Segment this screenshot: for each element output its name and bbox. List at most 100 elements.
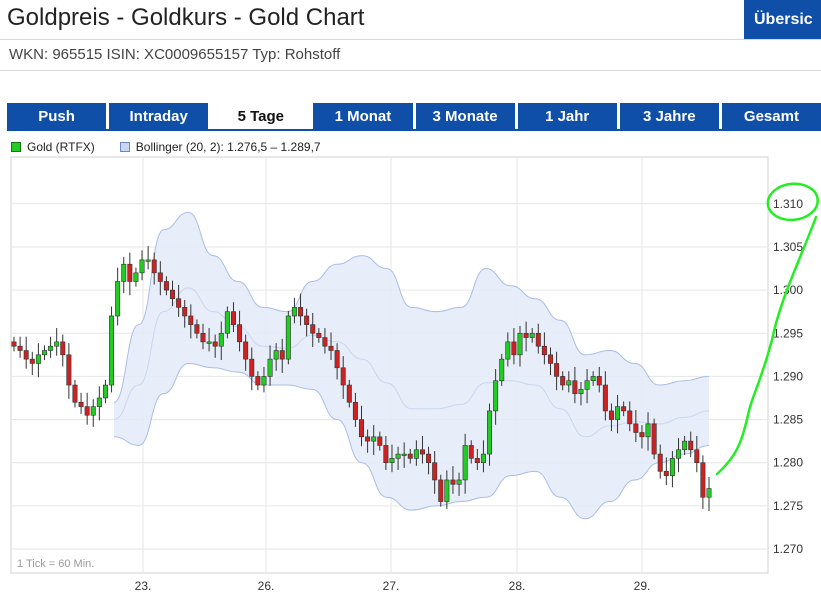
tab-intraday[interactable]: Intraday — [109, 103, 209, 129]
candle-body — [230, 311, 236, 325]
candle-body — [200, 332, 206, 343]
candle-body — [639, 432, 645, 438]
candle-body — [493, 380, 499, 412]
candle-body — [499, 358, 505, 382]
candle-body — [371, 436, 377, 442]
candle-body — [102, 384, 108, 399]
candle-body — [590, 376, 596, 382]
candle-body — [145, 259, 151, 262]
candle-body — [462, 445, 468, 481]
candle-body — [224, 311, 230, 334]
candle-body — [456, 479, 462, 485]
candle-body — [359, 419, 364, 438]
candle-body — [426, 453, 432, 464]
bollinger-middle-line — [113, 287, 710, 438]
candle-body — [450, 479, 456, 485]
candle-body — [328, 345, 334, 351]
candle-body — [41, 350, 47, 356]
candle-body — [669, 458, 675, 476]
candle-body — [511, 341, 517, 356]
candle-body — [170, 289, 176, 300]
candle-body — [535, 332, 541, 347]
candle-body — [352, 401, 358, 420]
candle-body — [602, 384, 608, 412]
tab-1-jahr[interactable]: 1 Jahr — [517, 103, 617, 129]
bollinger-band-fill — [114, 212, 709, 519]
tab-3-jahre[interactable]: 3 Jahre — [619, 103, 719, 129]
candle-body — [389, 458, 395, 464]
candle-body — [72, 384, 78, 403]
candle-body — [547, 354, 553, 364]
tab-5-tage[interactable]: 5 Tage — [211, 103, 311, 129]
candle-body — [279, 350, 285, 360]
x-tick-label: 26. — [258, 579, 275, 593]
candle-body — [621, 406, 627, 412]
y-tick-label: 1.280 — [773, 456, 803, 470]
candle-body — [694, 449, 700, 464]
candle-body — [596, 376, 602, 386]
candle-body — [66, 354, 72, 386]
candle-body — [505, 341, 511, 360]
candle-body — [444, 479, 450, 502]
candle-body — [157, 272, 163, 282]
candle-body — [182, 307, 188, 317]
candle-body — [401, 453, 407, 456]
legend-bollinger: Bollinger (20, 2): 1.276,5 – 1.289,7 — [135, 140, 321, 154]
candle-body — [310, 324, 316, 334]
candle-body — [267, 358, 273, 377]
tick-interval-label: 1 Tick = 60 Min. — [17, 558, 94, 570]
candle-body — [255, 376, 261, 386]
candle-body — [413, 449, 419, 459]
candle-body — [133, 272, 139, 282]
candle-body — [432, 462, 438, 481]
candle-body — [176, 298, 182, 308]
candle-body — [261, 376, 267, 386]
gold-swatch — [11, 142, 21, 152]
overview-link[interactable]: Übersic — [744, 0, 821, 39]
candle-body — [23, 350, 29, 360]
candle-body — [700, 462, 706, 498]
tab-3-monate[interactable]: 3 Monate — [415, 103, 515, 129]
candle-body — [96, 397, 102, 407]
meta-divider — [0, 70, 821, 71]
candle-body — [615, 406, 621, 420]
candle-body — [651, 423, 657, 455]
candle-body — [407, 453, 413, 459]
candle-body — [383, 445, 389, 464]
candle-body — [365, 436, 371, 442]
tab-push[interactable]: Push — [7, 103, 107, 129]
candle-body — [663, 471, 669, 476]
candle-body — [17, 345, 23, 351]
legend-gold: Gold (RTFX) — [27, 140, 95, 154]
candle-body — [334, 350, 340, 369]
candle-body — [249, 358, 255, 377]
candle-body — [304, 315, 310, 325]
page-title: Goldpreis - Goldkurs - Gold Chart — [7, 4, 365, 31]
annotation-arrow-line — [715, 215, 818, 476]
y-tick-label: 1.285 — [773, 413, 803, 427]
y-tick-label: 1.305 — [773, 240, 803, 254]
x-tick-label: 23. — [135, 579, 152, 593]
annotation-circle — [766, 182, 819, 222]
x-tick-label: 27. — [383, 579, 400, 593]
tab-gesamt[interactable]: Gesamt — [721, 103, 821, 129]
candle-body — [346, 384, 352, 403]
candle-body — [194, 324, 200, 334]
title-divider — [0, 39, 821, 40]
tab-1-monat[interactable]: 1 Monat — [313, 103, 413, 129]
candle-body — [90, 406, 96, 416]
timeframe-tabs: Push Intraday 5 Tage 1 Monat 3 Monate 1 … — [7, 103, 821, 129]
candle-body — [322, 337, 328, 347]
y-tick-label: 1.290 — [773, 369, 803, 383]
candle-body — [121, 263, 127, 282]
candle-body — [645, 423, 651, 438]
candle-body — [11, 341, 17, 347]
candle-body — [584, 380, 590, 390]
candle-body — [151, 259, 157, 274]
security-meta: WKN: 965515 ISIN: XC0009655157 Typ: Rohs… — [9, 46, 341, 63]
candle-body — [554, 363, 560, 377]
candle-body — [419, 449, 425, 455]
y-tick-label: 1.295 — [773, 326, 803, 340]
candle-body — [115, 281, 121, 317]
candle-body — [291, 307, 297, 317]
